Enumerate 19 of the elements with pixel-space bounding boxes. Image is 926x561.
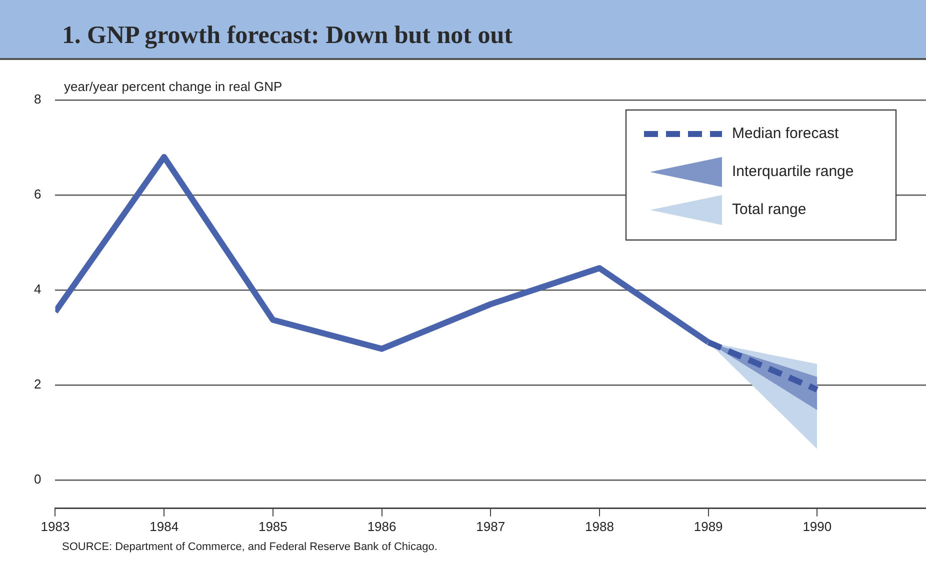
source-note: SOURCE: Department of Commerce, and Federal Reserve Bank of Chicago. [62, 541, 438, 553]
x-tick-label: 1990 [802, 518, 832, 534]
x-tick-label: 1989 [694, 518, 723, 534]
y-tick-label: 2 [34, 376, 42, 392]
x-tick-label: 1983 [40, 518, 70, 534]
y-tick-label: 0 [34, 471, 42, 486]
x-tick-label: 1988 [585, 518, 614, 534]
legend-label: Total range [732, 201, 806, 218]
text: Median forecast [732, 125, 840, 142]
x-tick-label: 1984 [150, 518, 179, 534]
x-tick-label: 1986 [367, 518, 396, 534]
y-axis-title: year/year percent change in real GNP [64, 79, 282, 94]
legend-label: Interquartile range [732, 163, 854, 180]
y-tick-label: 4 [34, 282, 42, 297]
chart-title: 1. GNP growth forecast: Down but not out [62, 22, 512, 50]
x-tick-label: 1987 [476, 518, 506, 534]
y-tick-label: 8 [34, 92, 42, 107]
y-tick-label: 6 [34, 186, 42, 202]
x-tick-label: 1985 [258, 518, 288, 534]
